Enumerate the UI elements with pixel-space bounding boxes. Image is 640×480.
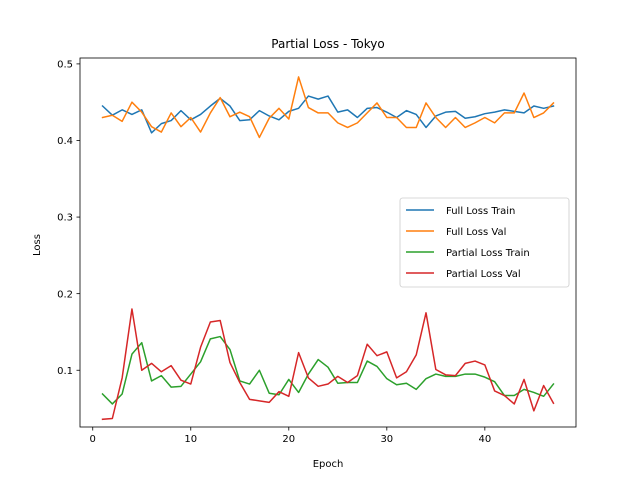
chart-title: Partial Loss - Tokyo <box>271 37 384 51</box>
plot-area <box>79 57 577 428</box>
legend-label-1: Full Loss Val <box>446 227 506 238</box>
series-line-3 <box>101 308 555 421</box>
x-tick-label-3: 30 <box>380 434 393 445</box>
legend-label-0: Full Loss Train <box>446 206 515 217</box>
y-tick-label-1: 0.2 <box>57 289 73 300</box>
series-line-0 <box>101 95 555 134</box>
y-axis-ticks: 0.1 0.2 0.3 0.4 0.5 <box>57 59 80 377</box>
series-line-2 <box>101 335 555 405</box>
y-tick-label-4: 0.5 <box>57 59 73 70</box>
x-axis-label: Epoch <box>313 459 344 470</box>
y-tick-label-2: 0.3 <box>57 213 73 224</box>
x-tick-label-4: 40 <box>478 434 491 445</box>
legend-label-2: Partial Loss Train <box>446 248 530 259</box>
y-tick-label-3: 0.4 <box>57 136 73 147</box>
x-axis-ticks: 0 10 20 30 40 <box>90 427 491 445</box>
x-tick-label-0: 0 <box>90 434 96 445</box>
y-tick-label-0: 0.1 <box>57 366 73 377</box>
series-line-1 <box>101 76 555 139</box>
y-axis-label: Loss <box>32 234 43 256</box>
legend-label-3: Partial Loss Val <box>446 269 521 280</box>
legend: Full Loss Train Full Loss Val Partial Loss… <box>399 197 570 288</box>
x-tick-label-1: 10 <box>184 434 197 445</box>
axes-frame <box>79 57 577 428</box>
x-tick-label-2: 20 <box>282 434 295 445</box>
legend-frame <box>399 197 570 288</box>
